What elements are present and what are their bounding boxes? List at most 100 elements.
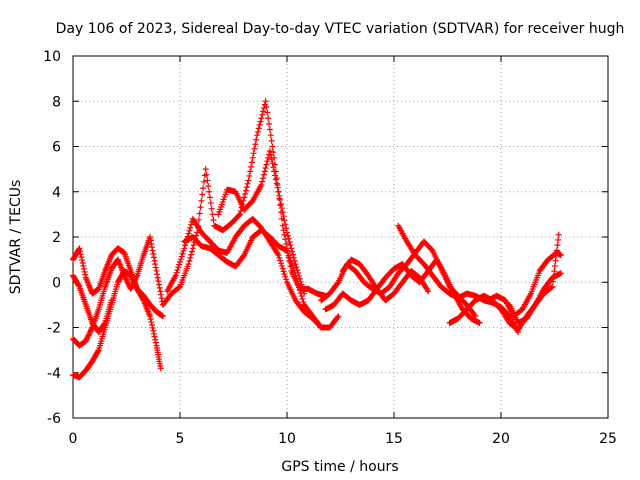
data-point bbox=[278, 205, 285, 212]
data-point bbox=[287, 242, 294, 249]
data-point bbox=[202, 166, 209, 173]
data-point bbox=[198, 197, 205, 204]
data-point bbox=[175, 264, 182, 271]
data-point bbox=[151, 333, 158, 340]
series-sat-track-5 bbox=[159, 98, 329, 308]
y-tick-label: -2 bbox=[47, 321, 61, 337]
data-point bbox=[127, 286, 134, 293]
x-tick-label: 5 bbox=[176, 431, 185, 447]
data-point bbox=[205, 183, 212, 190]
data-point bbox=[177, 256, 184, 263]
data-point bbox=[267, 152, 274, 159]
data-point bbox=[242, 187, 249, 194]
y-tick-label: 0 bbox=[52, 275, 61, 291]
data-point bbox=[264, 109, 271, 116]
data-point bbox=[276, 254, 283, 261]
data-point bbox=[289, 248, 296, 255]
data-point bbox=[179, 250, 186, 257]
data-point bbox=[280, 213, 287, 220]
series-sat-track-14 bbox=[485, 249, 564, 320]
data-point bbox=[246, 172, 253, 179]
data-point bbox=[254, 128, 261, 135]
data-point bbox=[290, 254, 297, 261]
data-point bbox=[259, 111, 266, 118]
data-point bbox=[286, 238, 293, 245]
data-point bbox=[174, 267, 181, 274]
data-point bbox=[297, 278, 304, 285]
data-point bbox=[298, 281, 305, 288]
data-point bbox=[154, 274, 161, 281]
data-point bbox=[153, 267, 160, 274]
data-point bbox=[274, 184, 281, 191]
data-point bbox=[152, 261, 159, 268]
data-point bbox=[78, 257, 85, 264]
data-point bbox=[130, 277, 137, 284]
data-point bbox=[258, 115, 265, 122]
data-point bbox=[150, 330, 157, 337]
data-point bbox=[150, 254, 157, 261]
data-point bbox=[172, 272, 179, 279]
data-point bbox=[301, 290, 308, 297]
data-point bbox=[199, 191, 206, 198]
data-point bbox=[266, 120, 273, 127]
data-point bbox=[255, 125, 262, 132]
data-point bbox=[283, 276, 290, 283]
data-point bbox=[260, 175, 267, 182]
data-point bbox=[247, 168, 254, 175]
data-point bbox=[266, 148, 273, 155]
data-point bbox=[147, 234, 154, 240]
data-point bbox=[424, 286, 431, 293]
data-point bbox=[127, 272, 134, 279]
data-point bbox=[292, 261, 299, 268]
data-point bbox=[129, 276, 136, 283]
data-point bbox=[283, 225, 290, 232]
y-tick-label: 2 bbox=[52, 230, 61, 246]
data-point bbox=[177, 258, 183, 265]
y-tick-label: -6 bbox=[47, 411, 61, 427]
data-point bbox=[186, 257, 193, 264]
data-point bbox=[84, 335, 91, 342]
data-point bbox=[555, 231, 562, 238]
data-point bbox=[129, 275, 136, 282]
data-point bbox=[265, 115, 272, 122]
data-point bbox=[77, 251, 84, 258]
data-point bbox=[555, 236, 562, 243]
series-sat-track-4 bbox=[70, 272, 115, 336]
series-sat-track-11 bbox=[339, 256, 432, 304]
data-point bbox=[245, 177, 252, 184]
data-point bbox=[130, 279, 137, 286]
data-point bbox=[87, 327, 94, 334]
series-sat-track-8 bbox=[215, 148, 308, 297]
data-point bbox=[188, 251, 195, 258]
plot-area bbox=[70, 98, 564, 381]
data-point bbox=[258, 181, 265, 188]
data-point bbox=[299, 295, 306, 302]
y-axis-label: SDTVAR / TECUs bbox=[8, 180, 24, 295]
data-point bbox=[295, 269, 302, 276]
data-point bbox=[548, 284, 555, 291]
series-sat-track-7 bbox=[181, 227, 342, 331]
data-point bbox=[187, 224, 194, 231]
data-point bbox=[133, 273, 140, 280]
data-point bbox=[256, 122, 263, 129]
data-point bbox=[243, 184, 250, 191]
data-point bbox=[293, 264, 300, 271]
data-point bbox=[200, 185, 207, 192]
data-point bbox=[83, 336, 90, 343]
data-point bbox=[157, 365, 164, 372]
data-point bbox=[236, 211, 243, 218]
series-sat-track-6 bbox=[164, 215, 325, 331]
data-point bbox=[261, 168, 268, 175]
data-point bbox=[84, 334, 91, 341]
data-point bbox=[279, 265, 286, 272]
data-point bbox=[156, 284, 163, 291]
data-point bbox=[334, 314, 341, 321]
data-point bbox=[253, 136, 260, 143]
data-point bbox=[272, 176, 279, 183]
data-point bbox=[282, 273, 289, 280]
data-point bbox=[281, 217, 288, 224]
data-point bbox=[180, 248, 187, 255]
data-point bbox=[254, 132, 261, 139]
data-point bbox=[189, 245, 196, 252]
